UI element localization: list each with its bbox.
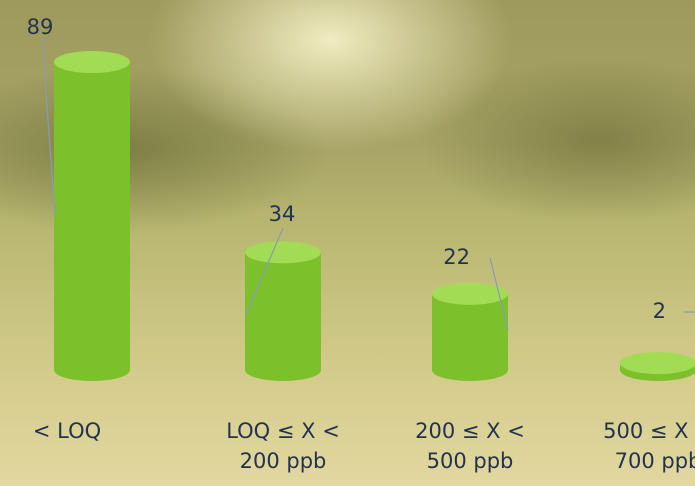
cylinder-body: [432, 294, 508, 381]
category-label: LOQ ≤ X < 200 ppb: [223, 416, 343, 476]
category-label: < LOQ: [7, 416, 127, 446]
cylinder-body: [245, 252, 321, 381]
value-label: 2: [653, 299, 666, 323]
value-label: 89: [27, 15, 54, 39]
category-label: 200 ≤ X < 500 ppb: [410, 416, 530, 476]
cylinder-top: [54, 51, 130, 73]
cylinder-top: [245, 241, 321, 263]
cylinder-body: [54, 62, 130, 381]
page: 8934222 (() => { const data = JSON.parse…: [0, 0, 695, 486]
chart: 8934222: [0, 0, 695, 486]
category-label: 500 ≤ X < 700 ppb: [598, 416, 695, 476]
cylinder-top: [620, 352, 695, 374]
value-label: 22: [443, 245, 470, 269]
leader-line: [42, 38, 55, 215]
value-label: 34: [269, 202, 296, 226]
